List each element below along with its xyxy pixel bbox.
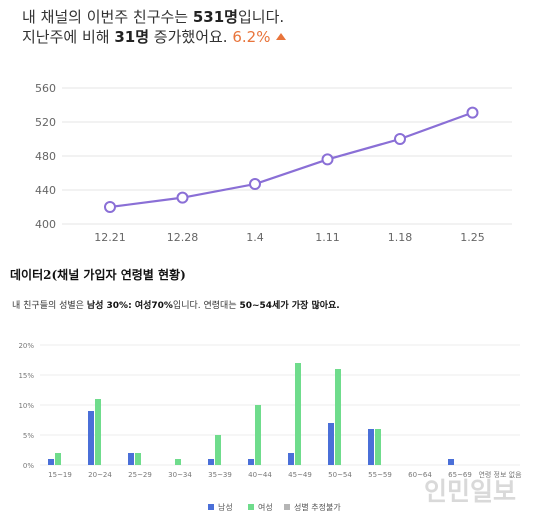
series-line [109,111,473,209]
bar [328,423,334,465]
y-tick-label: 10% [18,402,34,410]
y-tick-label: 15% [18,372,34,380]
y-tick-label: 560 [35,82,56,95]
x-tick-label: 55~59 [368,471,392,479]
legend-swatch-unknown [284,504,290,510]
y-tick-label: 480 [35,150,56,163]
bar [208,459,214,465]
legend-swatch-female [248,504,254,510]
x-tick-label: 1.25 [460,231,485,244]
bar [215,435,221,465]
x-tick-label: 30~34 [168,471,192,479]
watermark-logo: 인민일보 [424,477,517,506]
legend-item-male: 남성 [208,502,233,513]
x-tick-label: 1.4 [246,231,264,244]
bar [128,453,134,465]
x-tick-label: 45~49 [288,471,312,479]
y-tick-label: 20% [18,342,34,350]
bar [88,411,94,465]
legend-item-unknown: 성별 추정불가 [284,502,341,513]
x-tick-label: 20~24 [88,471,112,479]
bar [375,429,381,465]
bar [255,405,261,465]
data-point [321,153,334,166]
y-tick-label: 440 [35,184,56,197]
friends-line-chart: 400 440 480 520 560 12.21 12.28 1.4 1.11 1.18 1.25 [35,82,512,244]
data-point [104,201,116,213]
data-point [249,178,261,191]
legend-swatch-male [208,504,214,510]
x-tick-label: 15~19 [48,471,72,479]
bar [248,459,254,465]
friends-count-value: 531명 [192,8,238,26]
x-tick-label: 40~44 [248,471,272,479]
bar [368,429,374,465]
data-point [176,191,189,204]
bar [135,453,141,465]
bar [95,399,101,465]
headline-friends-count: 내 채널의 이번주 친구수는 531명입니다. [22,8,285,26]
x-tick-label: 연령 정보 없음 [478,470,522,479]
increase-value: 31명 [114,28,150,46]
headline-increase: 지난주에 비해 31명 증가했어요. 6.2% [22,26,287,47]
up-arrow-icon [276,33,287,40]
y-tick-label: 400 [35,218,56,231]
data-point [394,133,406,145]
x-tick-label: 25~29 [128,471,152,479]
bar [335,369,341,465]
bar [48,459,54,465]
bar [55,453,61,465]
gender-age-summary: 내 친구들의 성별은 남성 30%: 여성70%입니다. 연령대는 50~54세… [12,301,340,311]
bar [448,459,454,465]
x-tick-label: 50~54 [328,471,352,479]
bar [175,459,181,465]
x-tick-label: 60~64 [408,471,432,479]
y-tick-label: 0% [23,462,34,470]
x-tick-label: 12.21 [94,231,126,244]
x-tick-label: 12.28 [167,231,199,244]
bar [288,453,294,465]
data-point [466,106,479,119]
y-tick-label: 520 [35,116,56,129]
legend-item-female: 여성 [248,502,273,513]
x-tick-label: 35~39 [208,471,232,479]
x-tick-label: 1.18 [388,231,413,244]
y-tick-label: 5% [23,432,34,440]
x-tick-label: 1.11 [315,231,340,244]
section-title: 데이터2(채널 가입자 연령별 현황) [10,268,186,282]
increase-percent: 6.2% [232,28,271,46]
x-tick-label: 65~69 [448,471,472,479]
bar [295,363,301,465]
